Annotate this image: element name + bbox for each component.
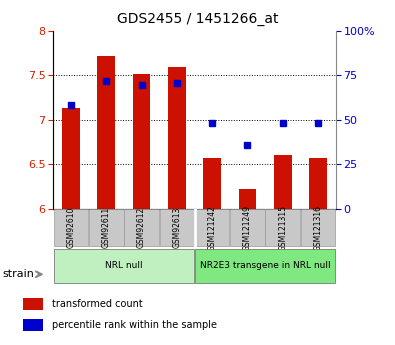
Bar — [23, 298, 43, 310]
Text: percentile rank within the sample: percentile rank within the sample — [52, 320, 217, 330]
Text: GSM121315: GSM121315 — [278, 205, 287, 251]
Bar — [168, 67, 186, 209]
Bar — [62, 108, 80, 209]
Bar — [160, 209, 194, 246]
Bar — [195, 248, 335, 283]
Text: GSM92613: GSM92613 — [172, 207, 181, 248]
Text: NRL null: NRL null — [105, 261, 143, 270]
Text: strain: strain — [2, 269, 34, 279]
Bar — [54, 209, 88, 246]
Bar — [89, 209, 124, 246]
Bar — [98, 56, 115, 209]
Bar — [124, 209, 159, 246]
Text: GSM121249: GSM121249 — [243, 205, 252, 251]
Text: GDS2455 / 1451266_at: GDS2455 / 1451266_at — [117, 12, 278, 26]
Bar — [203, 158, 221, 209]
Bar — [301, 209, 335, 246]
Bar — [265, 209, 300, 246]
Text: GSM92610: GSM92610 — [66, 207, 75, 248]
Text: transformed count: transformed count — [52, 299, 143, 309]
Bar — [274, 156, 292, 209]
Bar — [309, 158, 327, 209]
Text: GSM121316: GSM121316 — [314, 205, 323, 251]
Bar — [239, 189, 256, 209]
Bar — [133, 74, 150, 209]
Text: GSM121242: GSM121242 — [208, 205, 217, 250]
Text: GSM92611: GSM92611 — [102, 207, 111, 248]
Bar — [230, 209, 265, 246]
Bar — [23, 319, 43, 331]
Bar — [54, 248, 194, 283]
Text: NR2E3 transgene in NRL null: NR2E3 transgene in NRL null — [200, 261, 331, 270]
Bar — [195, 209, 229, 246]
Text: GSM92612: GSM92612 — [137, 207, 146, 248]
